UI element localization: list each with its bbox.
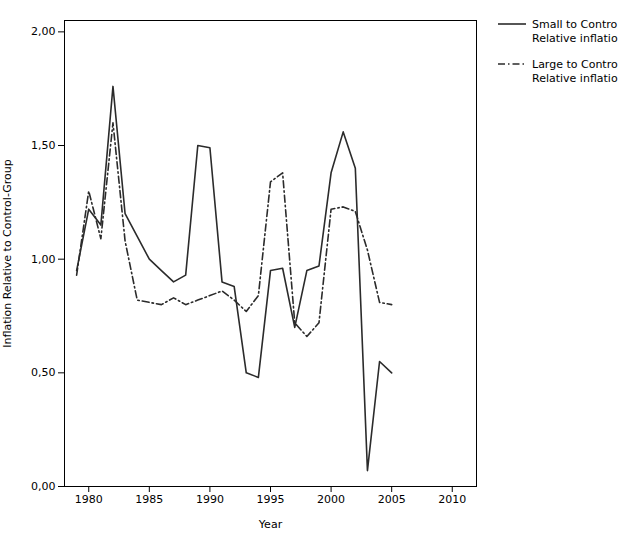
svg-text:1,00: 1,00 [31, 253, 56, 266]
svg-text:Small to ControRelative inflat: Small to ControRelative inflatio [532, 18, 618, 45]
svg-text:2005: 2005 [378, 493, 406, 506]
svg-text:1980: 1980 [75, 493, 103, 506]
svg-text:0,50: 0,50 [31, 366, 56, 379]
svg-text:1995: 1995 [257, 493, 285, 506]
svg-text:2010: 2010 [438, 493, 466, 506]
svg-text:0,00: 0,00 [31, 480, 56, 493]
svg-text:Inflation Relative to Control-: Inflation Relative to Control-Group [1, 159, 14, 347]
svg-text:Year: Year [258, 518, 283, 531]
svg-text:2,00: 2,00 [31, 25, 56, 38]
svg-text:1990: 1990 [196, 493, 224, 506]
svg-text:Large to ControRelative inflat: Large to ControRelative inflatio [532, 58, 618, 85]
svg-text:1,50: 1,50 [31, 139, 56, 152]
svg-text:2000: 2000 [317, 493, 345, 506]
svg-text:1985: 1985 [135, 493, 163, 506]
